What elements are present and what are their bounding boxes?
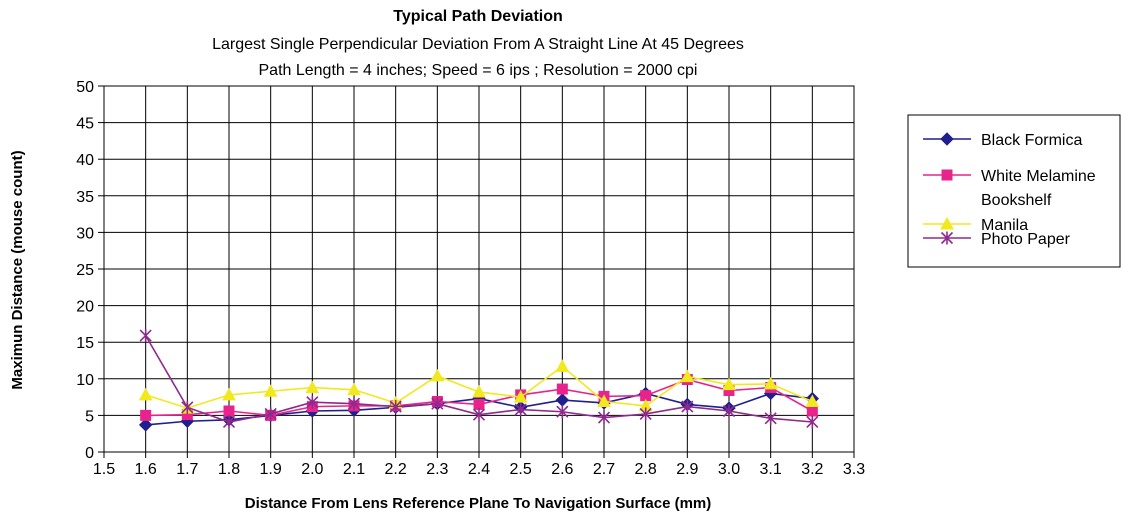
y-tick-label: 45 (76, 116, 94, 133)
x-axis-label: Distance From Lens Reference Plane To Na… (245, 495, 712, 512)
x-tick-label: 3.1 (760, 461, 782, 478)
data-point-white-melamine-bookshelf (140, 409, 152, 421)
legend-marker-black-formica (940, 132, 954, 146)
x-tick-label: 2.8 (635, 461, 657, 478)
data-point-manila (805, 394, 820, 407)
x-tick-label: 1.9 (260, 461, 282, 478)
data-point-manila (555, 359, 570, 372)
x-tick-label: 3.2 (801, 461, 823, 478)
data-point-photo-paper (306, 395, 319, 409)
y-axis-label: Maximun Distance (mouse count) (9, 150, 26, 389)
data-point-manila (472, 384, 486, 398)
data-point-manila (430, 368, 445, 382)
data-point-photo-paper (181, 400, 194, 414)
chart-subtitle-line-1: Largest Single Perpendicular Deviation F… (212, 36, 744, 53)
data-point-photo-paper (764, 411, 777, 425)
data-point-white-melamine-bookshelf (806, 405, 818, 417)
plot-area: 1.5 1.6 1.7 1.8 1.9 2.0 2.1 2.2 2.3 2.4 2.5 2.6 2.7 2… (76, 79, 865, 478)
data-point-manila (513, 390, 528, 403)
x-tick-label: 2.4 (468, 461, 490, 478)
x-tick-label: 1.7 (176, 461, 198, 478)
legend-label-manila: Manila (981, 217, 1028, 234)
legend-label-white-melamine-bookshelf: White Melamine (981, 168, 1096, 185)
data-point-photo-paper (222, 415, 236, 429)
legend-marker-manila (940, 216, 954, 230)
plot-border (103, 85, 855, 453)
y-tick-label: 30 (76, 225, 94, 242)
legend-label-white-melamine-bookshelf: Bookshelf (981, 192, 1052, 209)
data-point-manila (597, 394, 611, 407)
data-point-photo-paper (472, 408, 486, 422)
y-tick-label: 0 (85, 445, 94, 462)
y-tick-label: 5 (85, 408, 94, 425)
y-tick-label: 35 (76, 189, 94, 206)
legend-label-black-formica: Black Formica (981, 132, 1082, 149)
data-point-photo-paper (514, 403, 527, 417)
x-tick-label: 1.8 (218, 461, 240, 478)
data-point-photo-paper (597, 411, 611, 425)
chart-title: Typical Path Deviation (393, 8, 563, 25)
legend-label-photo-paper: Photo Paper (981, 231, 1071, 248)
legend-marker-photo-paper (940, 231, 954, 245)
data-point-photo-paper (639, 407, 652, 421)
y-tick-label: 25 (76, 262, 94, 279)
data-point-white-melamine-bookshelf (223, 405, 235, 417)
y-tick-label: 20 (76, 299, 94, 316)
data-point-photo-paper (806, 415, 819, 429)
data-point-manila (222, 387, 236, 401)
data-point-manila (347, 382, 361, 396)
data-point-black-formica (555, 393, 570, 407)
data-point-manila (305, 380, 320, 394)
data-point-manila (138, 387, 153, 401)
y-tick-label: 10 (76, 372, 94, 389)
legend: Black Formica White Melamine Bookshelf Mani… (907, 114, 1121, 268)
y-tick-label: 50 (76, 79, 94, 96)
x-tick-label: 2.1 (343, 461, 365, 478)
data-point-photo-paper (264, 407, 277, 421)
data-point-black-formica (138, 418, 153, 432)
legend-marker-white-melamine-bookshelf (941, 169, 953, 181)
data-point-manila (722, 377, 736, 391)
x-tick-label: 3.0 (718, 461, 740, 478)
data-point-photo-paper (681, 400, 694, 414)
x-tick-label: 2.5 (510, 461, 532, 478)
data-point-white-melamine-bookshelf (556, 383, 568, 395)
x-tick-label: 2.2 (385, 461, 407, 478)
chart-subtitle-line-2: Path Length = 4 inches; Speed = 6 ips ; … (259, 62, 698, 79)
data-point-manila (680, 369, 695, 383)
data-point-photo-paper (389, 400, 402, 414)
x-tick-label: 1.5 (93, 461, 115, 478)
y-tick-label: 40 (76, 152, 94, 169)
x-tick-label: 2.3 (426, 461, 448, 478)
data-point-photo-paper (431, 397, 444, 411)
data-point-photo-paper (347, 397, 361, 411)
data-point-white-melamine-bookshelf (473, 398, 485, 410)
data-point-photo-paper (139, 329, 152, 343)
data-point-manila (263, 384, 278, 397)
data-point-photo-paper (722, 404, 736, 418)
data-point-photo-paper (556, 405, 569, 419)
x-tick-label: 1.6 (135, 461, 157, 478)
x-tick-label: 2.9 (676, 461, 698, 478)
data-point-manila (763, 376, 778, 390)
x-tick-label: 2.7 (593, 461, 615, 478)
x-tick-label: 3.3 (843, 461, 865, 478)
y-tick-label: 15 (76, 335, 94, 352)
x-tick-label: 2.0 (301, 461, 323, 478)
x-tick-label: 2.6 (551, 461, 573, 478)
